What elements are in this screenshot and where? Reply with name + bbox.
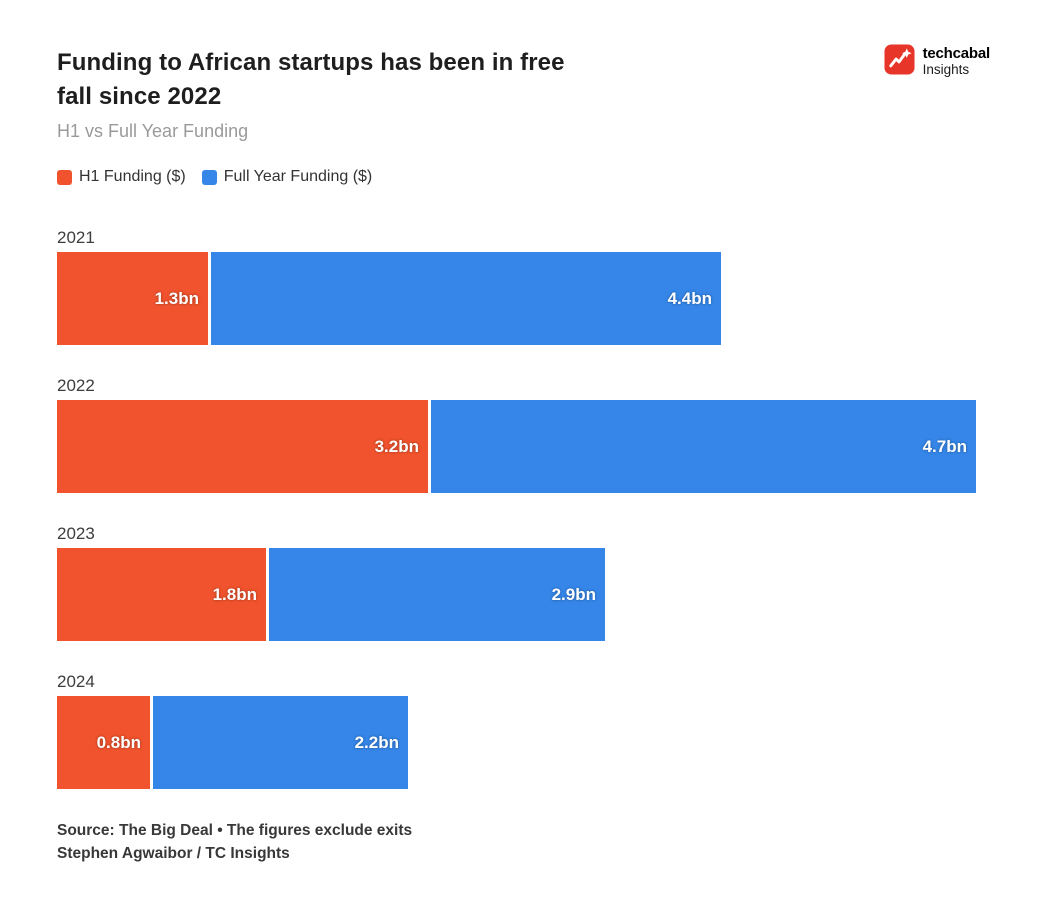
- h1-funding-bar: 1.3bn: [57, 252, 208, 345]
- bar-value-label: 2.2bn: [354, 732, 399, 752]
- year-label: 2021: [57, 228, 95, 247]
- bar-value-label: 1.3bn: [154, 288, 199, 308]
- brand-text: techcabal Insights: [922, 44, 991, 78]
- byline: Stephen Agwaibor / TC Insights: [57, 845, 290, 862]
- header: Funding to African startups has been in …: [57, 44, 990, 143]
- chart-row: 2022 3.2bn 4.7bn: [57, 375, 990, 493]
- legend-label: H1 Funding ($): [79, 168, 186, 185]
- full-year-funding-bar: 4.4bn: [211, 252, 721, 345]
- year-label: 2023: [57, 524, 95, 543]
- bar-value-label: 4.7bn: [922, 436, 967, 456]
- chart-row: 2021 1.3bn 4.4bn: [57, 227, 990, 345]
- h1-funding-bar: 1.8bn: [57, 548, 266, 641]
- h1-funding-bar: 3.2bn: [57, 400, 428, 493]
- page-title: Funding to African startups has been in …: [57, 49, 565, 110]
- header-text: Funding to African startups has been in …: [57, 46, 605, 143]
- footer: Source: The Big Deal • The figures exclu…: [57, 819, 990, 865]
- full-year-funding-bar: 2.9bn: [269, 548, 605, 641]
- chart-legend: H1 Funding ($) Full Year Funding ($): [57, 168, 990, 186]
- trend-up-sparkle-icon: [884, 44, 915, 75]
- bar-group: 0.8bn 2.2bn: [57, 696, 990, 789]
- full-year-funding-bar: 2.2bn: [153, 696, 408, 789]
- full-year-funding-bar: 4.7bn: [431, 400, 976, 493]
- chart-row: 2024 0.8bn 2.2bn: [57, 671, 990, 789]
- brand-name: techcabal: [922, 45, 991, 62]
- full-year-funding-swatch-icon: [201, 169, 217, 185]
- bar-chart: 2021 1.3bn 4.4bn 2022 3.2bn 4.7bn 2023 1.8bn 2.9…: [57, 227, 990, 789]
- techcabal-logo: techcabal Insights: [884, 44, 990, 78]
- legend-item-h1-funding: H1 Funding ($): [57, 168, 186, 186]
- chart-subtitle: H1 vs Full Year Funding: [57, 121, 249, 141]
- bar-value-label: 4.4bn: [667, 288, 712, 308]
- brand-subtitle: Insights: [922, 62, 970, 78]
- bar-group: 1.3bn 4.4bn: [57, 252, 990, 345]
- h1-funding-bar: 0.8bn: [57, 696, 150, 789]
- bar-group: 3.2bn 4.7bn: [57, 400, 990, 493]
- year-label: 2022: [57, 376, 95, 395]
- legend-item-full-year-funding: Full Year Funding ($): [201, 168, 373, 186]
- legend-label: Full Year Funding ($): [223, 168, 373, 185]
- h1-funding-swatch-icon: [57, 169, 72, 185]
- bar-group: 1.8bn 2.9bn: [57, 548, 990, 641]
- bar-value-label: 1.8bn: [212, 584, 257, 604]
- bar-value-label: 3.2bn: [374, 436, 419, 456]
- year-label: 2024: [57, 672, 95, 691]
- bar-value-label: 2.9bn: [551, 584, 596, 604]
- source-note: Source: The Big Deal • The figures exclu…: [57, 822, 413, 839]
- chart-row: 2023 1.8bn 2.9bn: [57, 523, 990, 641]
- bar-value-label: 0.8bn: [96, 732, 141, 752]
